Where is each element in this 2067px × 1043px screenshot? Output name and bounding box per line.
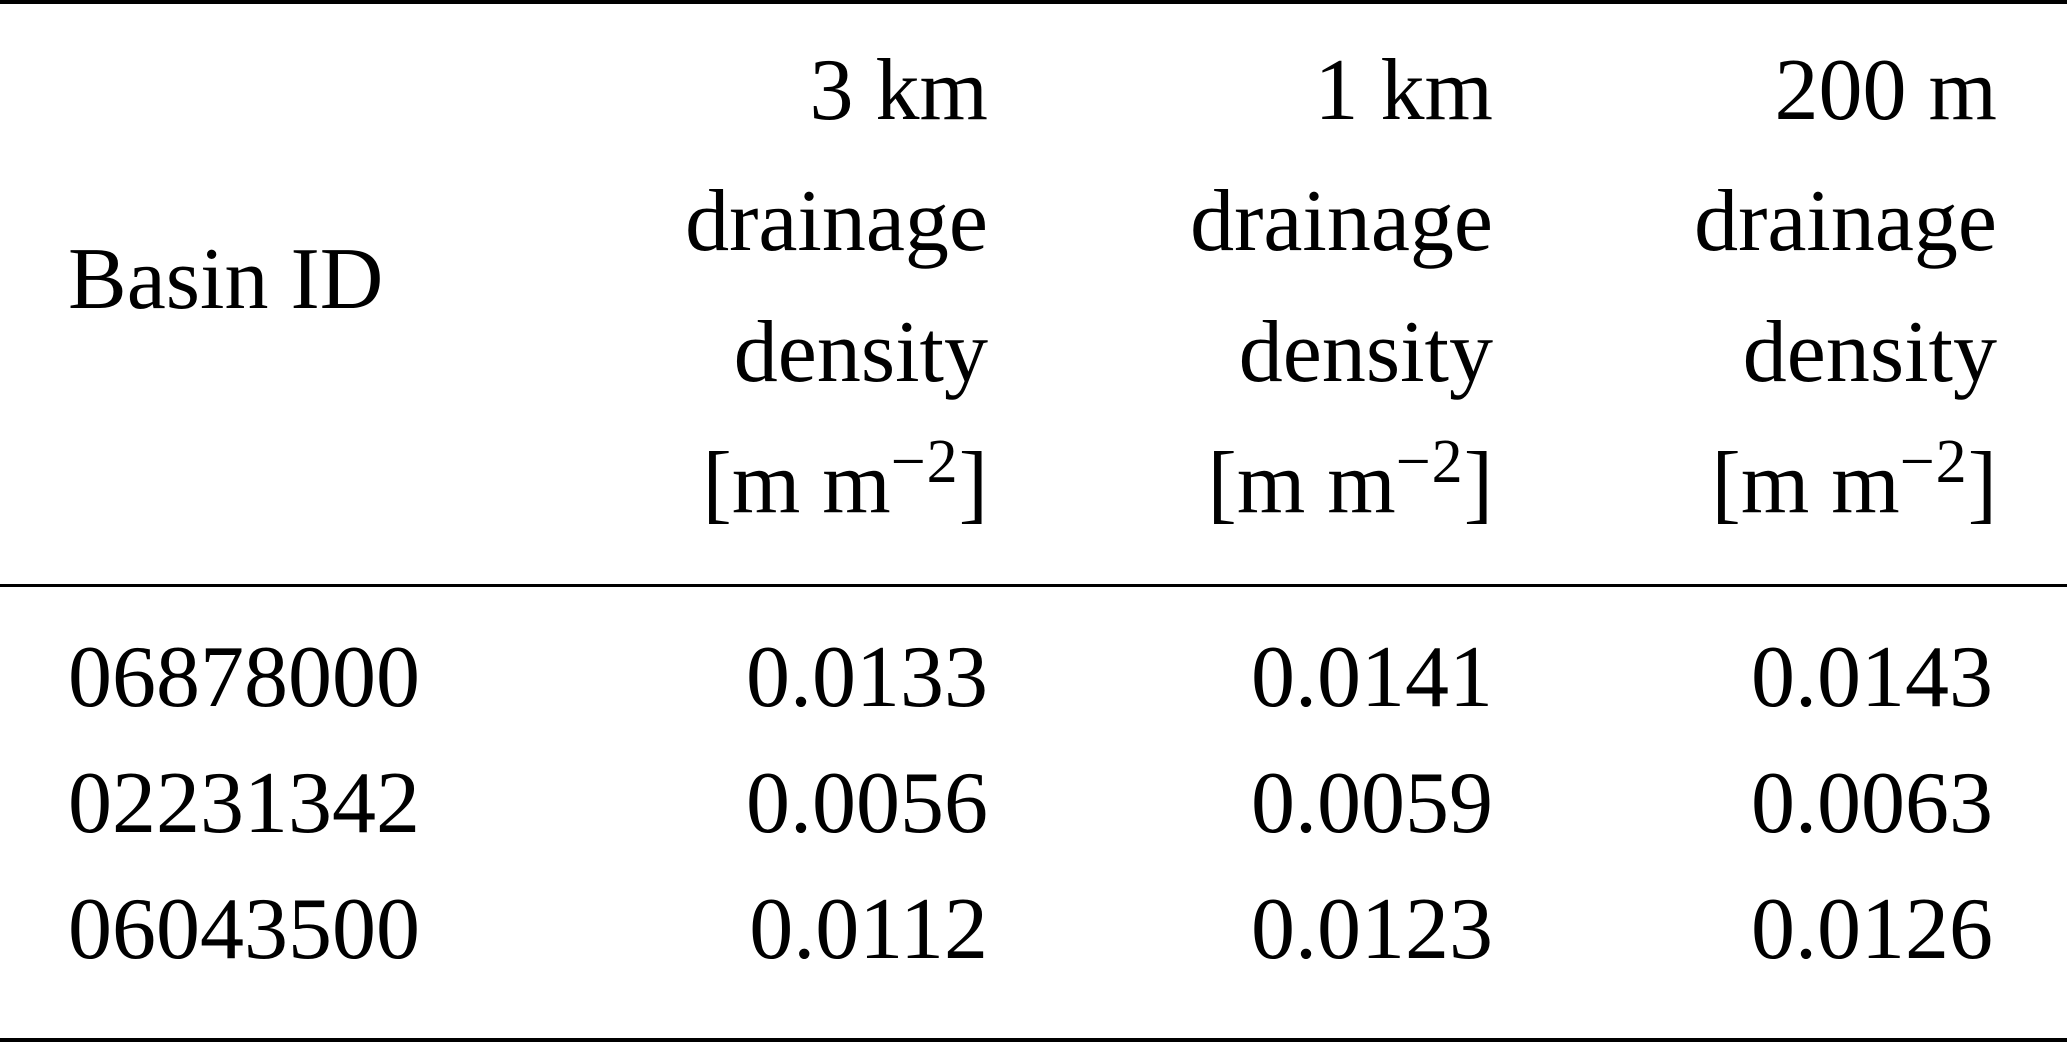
header-col-3km-resolution: 3 km	[809, 42, 988, 139]
unit-prefix: [m m	[702, 435, 891, 532]
table-cell-3km: 0.0056	[746, 755, 988, 852]
table-row-basin-id: 02231342	[68, 755, 420, 852]
table-cell-200m: 0.0143	[1751, 629, 1993, 726]
header-col-1km-line2: drainage	[1190, 173, 1493, 270]
header-col-200m-unit: [m m−2]	[0, 418, 1997, 549]
table-cell-3km: 0.0133	[746, 629, 988, 726]
table-row-basin-id: 06878000	[68, 629, 420, 726]
header-col-3km-line2: drainage	[685, 173, 988, 270]
unit-suffix: ]	[1967, 435, 1997, 532]
unit-exponent: −2	[1899, 428, 1968, 496]
unit-prefix: [m m	[1711, 435, 1900, 532]
basin-id-header: Basin ID	[68, 231, 384, 328]
header-col-1km-resolution: 1 km	[1314, 42, 1493, 139]
table-cell-200m: 0.0126	[1751, 881, 1993, 978]
header-col-200m-line2: drainage	[1694, 173, 1997, 270]
table-cell-1km: 0.0123	[1251, 881, 1493, 978]
header-col-200m-resolution: 200 m	[1774, 42, 1997, 139]
unit-exponent: −2	[1395, 428, 1464, 496]
header-col-200m-line3: density	[1742, 304, 1997, 401]
header-col-1km: 1 km drainage density [m m−2]	[0, 25, 1493, 549]
header-col-3km-unit: [m m−2]	[0, 418, 988, 549]
table-cell-1km: 0.0141	[1251, 629, 1493, 726]
unit-exponent: −2	[890, 428, 959, 496]
header-col-3km: 3 km drainage density [m m−2]	[0, 25, 988, 549]
header-rule	[0, 584, 2067, 587]
table-cell-200m: 0.0063	[1751, 755, 1993, 852]
top-rule	[0, 0, 2067, 4]
header-col-1km-unit: [m m−2]	[0, 418, 1493, 549]
table-cell-3km: 0.0112	[749, 881, 988, 978]
unit-suffix: ]	[1463, 435, 1493, 532]
header-col-200m: 200 m drainage density [m m−2]	[0, 25, 1997, 549]
header-col-1km-line3: density	[1238, 304, 1493, 401]
unit-prefix: [m m	[1207, 435, 1396, 532]
unit-suffix: ]	[958, 435, 988, 532]
bottom-rule	[0, 1038, 2067, 1042]
table-cell-1km: 0.0059	[1251, 755, 1493, 852]
table-row-basin-id: 06043500	[68, 881, 420, 978]
header-col-3km-line3: density	[733, 304, 988, 401]
